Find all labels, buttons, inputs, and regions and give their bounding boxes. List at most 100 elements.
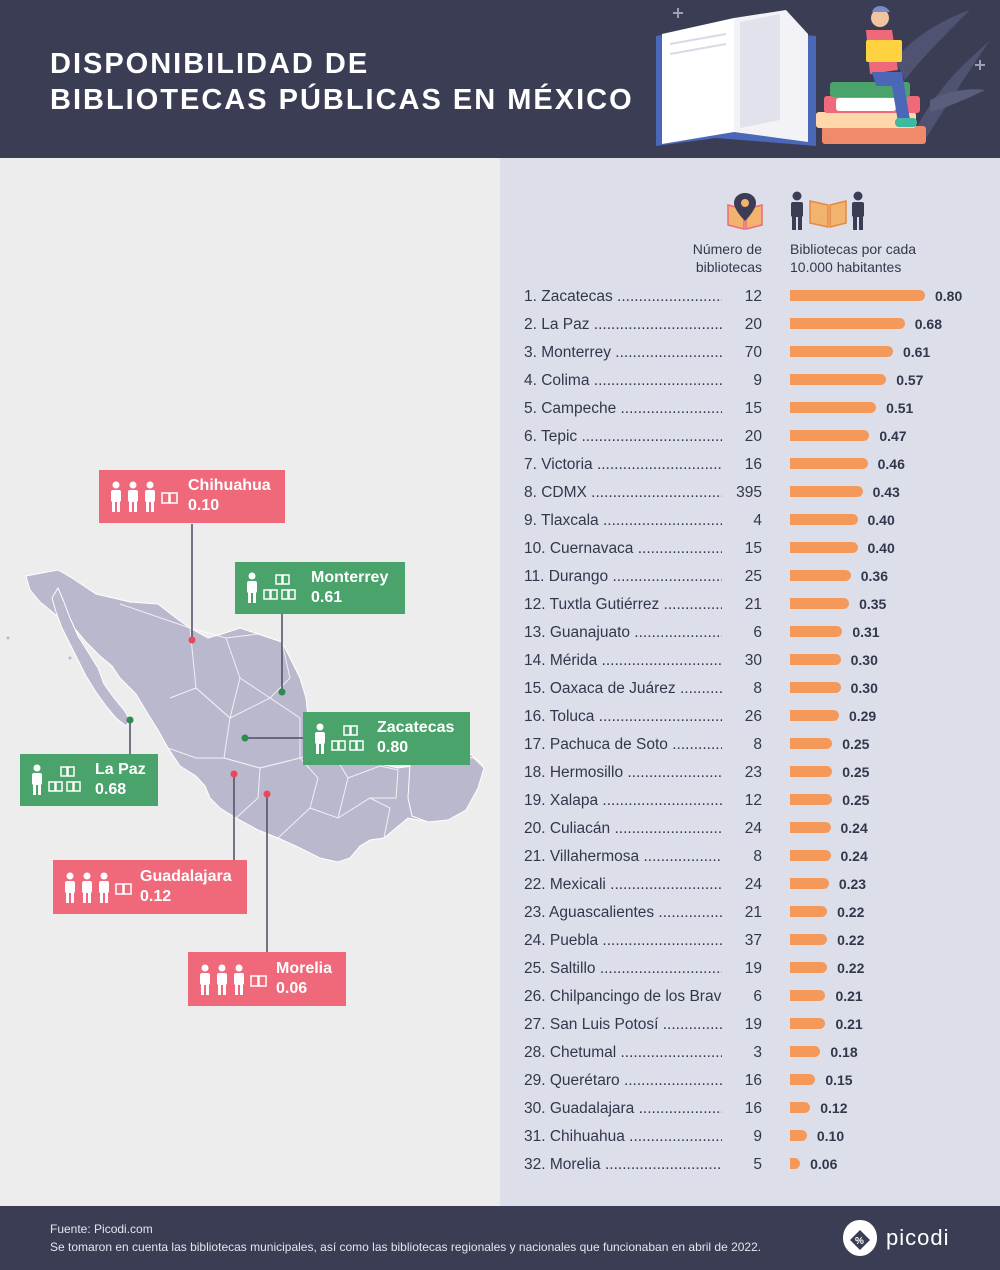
ranking-row: 27. San Luis Potosí ....................…	[500, 1010, 1000, 1038]
row-rate-label: 0.25	[842, 792, 870, 808]
ranking-row: 3. Monterrey ...........................…	[500, 338, 1000, 366]
ranking-row: 14. Mérida .............................…	[500, 646, 1000, 674]
row-rate-label: 0.47	[879, 428, 907, 444]
row-city-label: 20. Culiacán ...........................…	[524, 820, 738, 837]
row-rate-bar	[790, 458, 868, 469]
row-city-label: 21. Villahermosa .......................…	[524, 848, 738, 865]
row-rate-bar	[790, 570, 851, 581]
row-library-count: 24	[722, 820, 762, 838]
ranking-row: 2. La Paz ..............................…	[500, 310, 1000, 338]
row-rate-label: 0.51	[886, 400, 914, 416]
header: DISPONIBILIDAD DE BIBLIOTECAS PÚBLICAS E…	[0, 0, 1000, 158]
row-rate-bar	[790, 990, 826, 1001]
zacatecas-dot	[241, 734, 249, 742]
row-rate-bar	[790, 1046, 821, 1057]
row-rate-bar	[790, 1074, 816, 1085]
row-library-count: 21	[722, 904, 762, 922]
row-library-count: 15	[722, 540, 762, 558]
row-rate-bar	[790, 514, 858, 525]
person-books-icon	[315, 723, 364, 754]
row-rate-bar	[790, 850, 831, 861]
row-rate-bar	[790, 626, 843, 637]
row-rate-label: 0.57	[896, 372, 924, 388]
callout-zacatecas-name: Zacatecas	[377, 719, 455, 736]
title-line-2: BIBLIOTECAS PÚBLICAS EN MÉXICO	[50, 84, 634, 116]
ranking-row: 29. Querétaro ..........................…	[500, 1066, 1000, 1094]
row-library-count: 25	[722, 568, 762, 586]
callout-la-paz-name: La Paz	[95, 761, 146, 778]
column-header-rate-line2: 10.000 habitantes	[790, 259, 902, 275]
row-rate-label: 0.30	[850, 680, 878, 696]
row-library-count: 395	[722, 484, 762, 502]
row-library-count: 26	[722, 708, 762, 726]
row-rate-label: 0.40	[867, 512, 895, 528]
row-rate-label: 0.25	[842, 764, 870, 780]
row-rate-label: 0.23	[838, 876, 867, 892]
row-library-count: 4	[722, 512, 762, 530]
ranking-row: 12. Tuxtla Gutiérrez ...................…	[500, 590, 1000, 618]
row-library-count: 19	[722, 1016, 762, 1034]
row-rate-bar	[790, 486, 863, 497]
callout-zacatecas: Zacatecas 0.80	[303, 712, 470, 765]
row-city-label: 28. Chetumal ...........................…	[524, 1044, 738, 1061]
row-rate-label: 0.15	[825, 1072, 853, 1088]
row-rate-label: 0.22	[837, 960, 865, 976]
column-header-rate: Bibliotecas por cada 10.000 habitantes	[790, 240, 970, 276]
callout-monterrey: Monterrey 0.61	[235, 562, 405, 614]
row-city-label: 23. Aguascalientes .....................…	[524, 904, 738, 921]
row-library-count: 9	[722, 372, 762, 390]
row-rate-label: 0.25	[842, 736, 870, 752]
baja-california	[51, 586, 131, 727]
row-city-label: 8. CDMX ................................…	[524, 484, 738, 501]
row-rate-label: 0.21	[835, 988, 863, 1004]
row-city-label: 14. Mérida .............................…	[524, 652, 738, 669]
ranking-row: 24. Puebla .............................…	[500, 926, 1000, 954]
row-library-count: 8	[722, 680, 762, 698]
people-per-book-icon	[65, 872, 132, 903]
row-library-count: 70	[722, 344, 762, 362]
picodi-logo-icon: %	[843, 1220, 877, 1256]
row-library-count: 30	[722, 652, 762, 670]
row-rate-bar	[790, 1130, 807, 1141]
reading-illustration	[656, 6, 990, 146]
row-rate-bar	[790, 654, 841, 665]
row-library-count: 37	[722, 932, 762, 950]
map-pin-book-icon	[727, 193, 763, 230]
row-city-label: 24. Puebla .............................…	[524, 932, 738, 949]
row-rate-bar	[790, 1018, 826, 1029]
row-rate-bar	[790, 346, 893, 357]
ranking-row: 1. Zacatecas ...........................…	[500, 282, 1000, 310]
row-city-label: 15. Oaxaca de Juárez ...................…	[524, 680, 738, 697]
row-city-label: 19. Xalapa .............................…	[524, 792, 738, 809]
row-city-label: 18. Hermosillo .........................…	[524, 764, 738, 781]
ranking-row: 11. Durango ............................…	[500, 562, 1000, 590]
row-rate-bar	[790, 542, 858, 553]
ranking-row: 20. Culiacán ...........................…	[500, 814, 1000, 842]
people-per-book-icon	[200, 964, 267, 995]
ranking-row: 5. Campeche ............................…	[500, 394, 1000, 422]
row-rate-bar	[790, 822, 831, 833]
map-panel: Chihuahua 0.10 Monterrey 0.61	[0, 158, 500, 1206]
callout-morelia: Morelia 0.06	[188, 952, 346, 1006]
row-rate-bar	[790, 598, 850, 609]
row-rate-label: 0.06	[810, 1156, 838, 1172]
row-rate-bar	[790, 878, 829, 889]
ranking-row: 13. Guanajuato .........................…	[500, 618, 1000, 646]
mexico-map	[6, 524, 485, 952]
row-rate-label: 0.31	[852, 624, 880, 640]
ranking-row: 19. Xalapa .............................…	[500, 786, 1000, 814]
footer-source: Fuente: Picodi.com	[50, 1222, 153, 1236]
footer-note: Se tomaron en cuenta las bibliotecas mun…	[50, 1240, 762, 1254]
ranking-row: 10. Cuernavaca .........................…	[500, 534, 1000, 562]
row-library-count: 16	[722, 1072, 762, 1090]
row-rate-label: 0.21	[835, 1016, 863, 1032]
row-rate-label: 0.12	[820, 1100, 848, 1116]
guadalajara-dot	[230, 770, 238, 778]
people-per-book-icon	[111, 481, 178, 512]
monterrey-dot	[278, 688, 286, 696]
row-city-label: 4. Colima ..............................…	[524, 372, 738, 389]
ranking-row: 17. Pachuca de Soto ....................…	[500, 730, 1000, 758]
row-rate-bar	[790, 738, 833, 749]
row-city-label: 31. Chihuahua ..........................…	[524, 1128, 738, 1145]
callout-chihuahua: Chihuahua 0.10	[99, 470, 285, 523]
